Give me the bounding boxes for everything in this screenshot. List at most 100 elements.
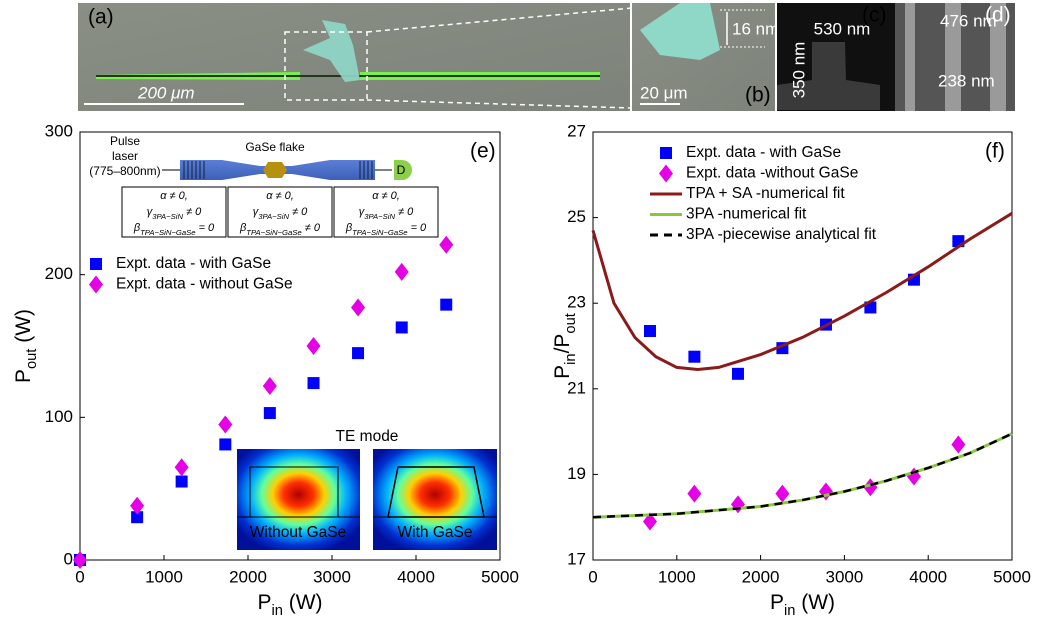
diamond-marker [73,551,87,569]
panel-label: (b) [745,84,771,107]
panel-b: 16 nm 20 μm (b) [632,3,779,111]
width-label: 476 nm [940,11,997,30]
text-part: (W) [795,591,835,614]
diamond-marker [306,337,321,355]
source-label: (775–800nm) [89,164,160,178]
fit-line [592,432,1013,519]
square-marker [688,350,701,363]
fit-line [592,432,1013,519]
text-part: out [24,349,40,369]
grating [183,161,373,179]
text-part: (W) [12,309,35,349]
plot-frame [592,131,1013,561]
text-part: in [271,603,282,617]
y-axis-label: Pin/Pout [551,313,579,379]
legend-label: TPA + SA -numerical fit [686,185,845,202]
x-tick-label: 0 [75,567,84,586]
diamond-marker [262,376,277,395]
y-axis-label: Pout (W) [12,309,40,383]
stripe [905,3,915,111]
param-box [227,186,333,238]
text-part: out [563,313,579,333]
square-marker [731,367,744,380]
text-part: P [12,369,35,383]
legend-label: Expt. data - with GaSe [116,255,271,272]
x-tick-label: 4000 [397,567,435,586]
param-text: βTPA−SiN−GaSe = 0 [133,222,215,237]
diamond-marker [687,484,702,503]
text-part: 3PA−SiN [364,212,395,221]
zoom-box [284,31,368,101]
schematic: Pulse laser (775–800nm) GaSe flake D [89,134,439,238]
square-marker [352,347,365,360]
y-tick-label: 0 [64,549,73,568]
diamond-marker [659,164,673,183]
x-tick-label: 5000 [481,567,519,586]
square-marker [307,377,320,390]
text-part: = 0 [196,222,216,234]
mode-label: With GaSe [398,524,473,541]
diamond-marker [775,484,790,503]
text-part: γ [147,206,154,218]
x-tick-label: 3000 [313,567,351,586]
text-part: = 0 [408,222,428,234]
param-text: βTPA−SiN−GaSe ≠ 0 [239,222,321,237]
x-tick-label: 5000 [993,567,1031,586]
x-tick-label: 1000 [658,567,696,586]
panel-d: 476 nm 238 nm (d) [895,3,1015,111]
panel-label: (a) [88,6,114,29]
panel-label: (f) [985,140,1005,163]
text-part: in [784,603,795,617]
x-axis-label: Pin (W) [257,591,322,617]
param-text: βTPA−SiN−GaSe = 0 [345,222,427,237]
legend-label: Expt. data - with GaSe [686,144,841,161]
mode-images: TE mode Without GaSe With GaSe [237,428,497,550]
square-marker [90,258,102,270]
diamond-marker [89,275,103,294]
legend-label: 3PA -piecewise analytical fit [686,226,877,243]
square-marker [263,407,276,420]
y-tick-label: 17 [567,549,586,568]
text-part: α ≠ 0, [372,190,400,202]
panel-a: (a) 200 μm [78,3,633,111]
legend-label: Expt. data - without GaSe [116,276,293,293]
diamond-marker [730,495,745,514]
panel-label: (e) [470,140,496,163]
text-part: TPA−SiN−GaSe [140,228,195,237]
y-tick-label: 100 [45,407,73,426]
flake-icon [263,162,287,178]
y-tick-label: 300 [45,121,73,140]
source-label: laser [112,149,138,163]
mode-image [237,449,360,550]
waveguide-section [777,42,880,110]
height-label: 350 nm [789,42,808,99]
param-text: α ≠ 0, [160,190,188,202]
flake [640,3,720,60]
diamond-marker [642,512,657,531]
text-part: (W) [283,591,323,614]
square-marker [440,298,453,311]
text-part: α ≠ 0, [160,190,188,202]
text-part: ≠ 0 [183,206,202,218]
x-tick-label: 2000 [742,567,780,586]
plot-frame [79,131,501,561]
scale-label: 200 μm [137,83,195,102]
text-part: β [239,222,247,234]
legend-label: Expt. data -without GaSe [686,165,858,182]
text-part: α ≠ 0, [266,190,294,202]
detector-label: D [397,163,406,177]
text-part: P [551,365,574,379]
x-tick-label: 3000 [825,567,863,586]
param-text: γ3PA−SiN ≠ 0 [359,206,414,221]
diamond-marker [439,235,454,254]
text-part: TPA−SiN−GaSe [352,228,407,237]
text-part: β [345,222,353,234]
param-text: γ3PA−SiN ≠ 0 [253,206,308,221]
flake-label: GaSe flake [245,140,305,154]
x-tick-label: 4000 [909,567,947,586]
diamond-marker [218,415,233,434]
x-tick-label: 0 [588,567,597,586]
diamond-marker [394,262,409,281]
text-part: ≠ 0 [302,222,321,234]
